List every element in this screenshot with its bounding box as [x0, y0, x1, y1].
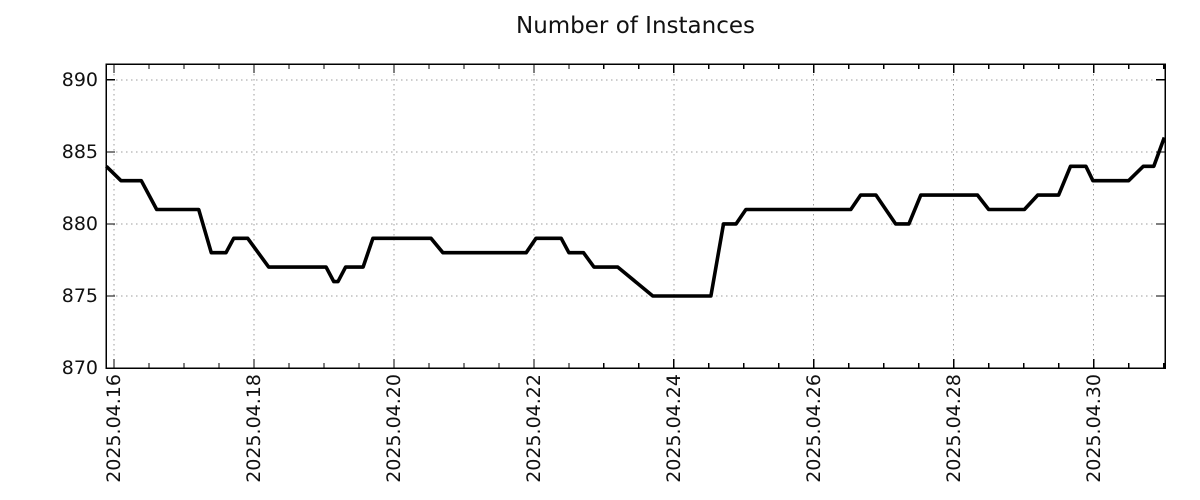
- x-tick-label: 2025.04.22: [522, 374, 545, 483]
- x-tick-label: 2025.04.18: [243, 374, 265, 483]
- x-tick-label: 2025.04.24: [662, 374, 685, 483]
- plot-border: [105, 63, 1166, 369]
- y-tick-label: 890: [61, 68, 98, 91]
- chart-title: Number of Instances: [516, 13, 755, 39]
- y-tick-label: 875: [61, 284, 98, 307]
- x-tick-label: 2025.04.26: [802, 374, 825, 483]
- x-tick-label: 2025.04.30: [1082, 374, 1105, 483]
- x-tick-label: 2025.04.16: [103, 374, 125, 483]
- y-tick-label: 870: [61, 357, 98, 379]
- x-tick-label: 2025.04.20: [382, 374, 405, 483]
- y-tick-label: 880: [61, 212, 98, 235]
- x-tick-label: 2025.04.28: [942, 374, 965, 483]
- y-tick-label: 885: [61, 140, 98, 163]
- data-line: [105, 136, 1166, 298]
